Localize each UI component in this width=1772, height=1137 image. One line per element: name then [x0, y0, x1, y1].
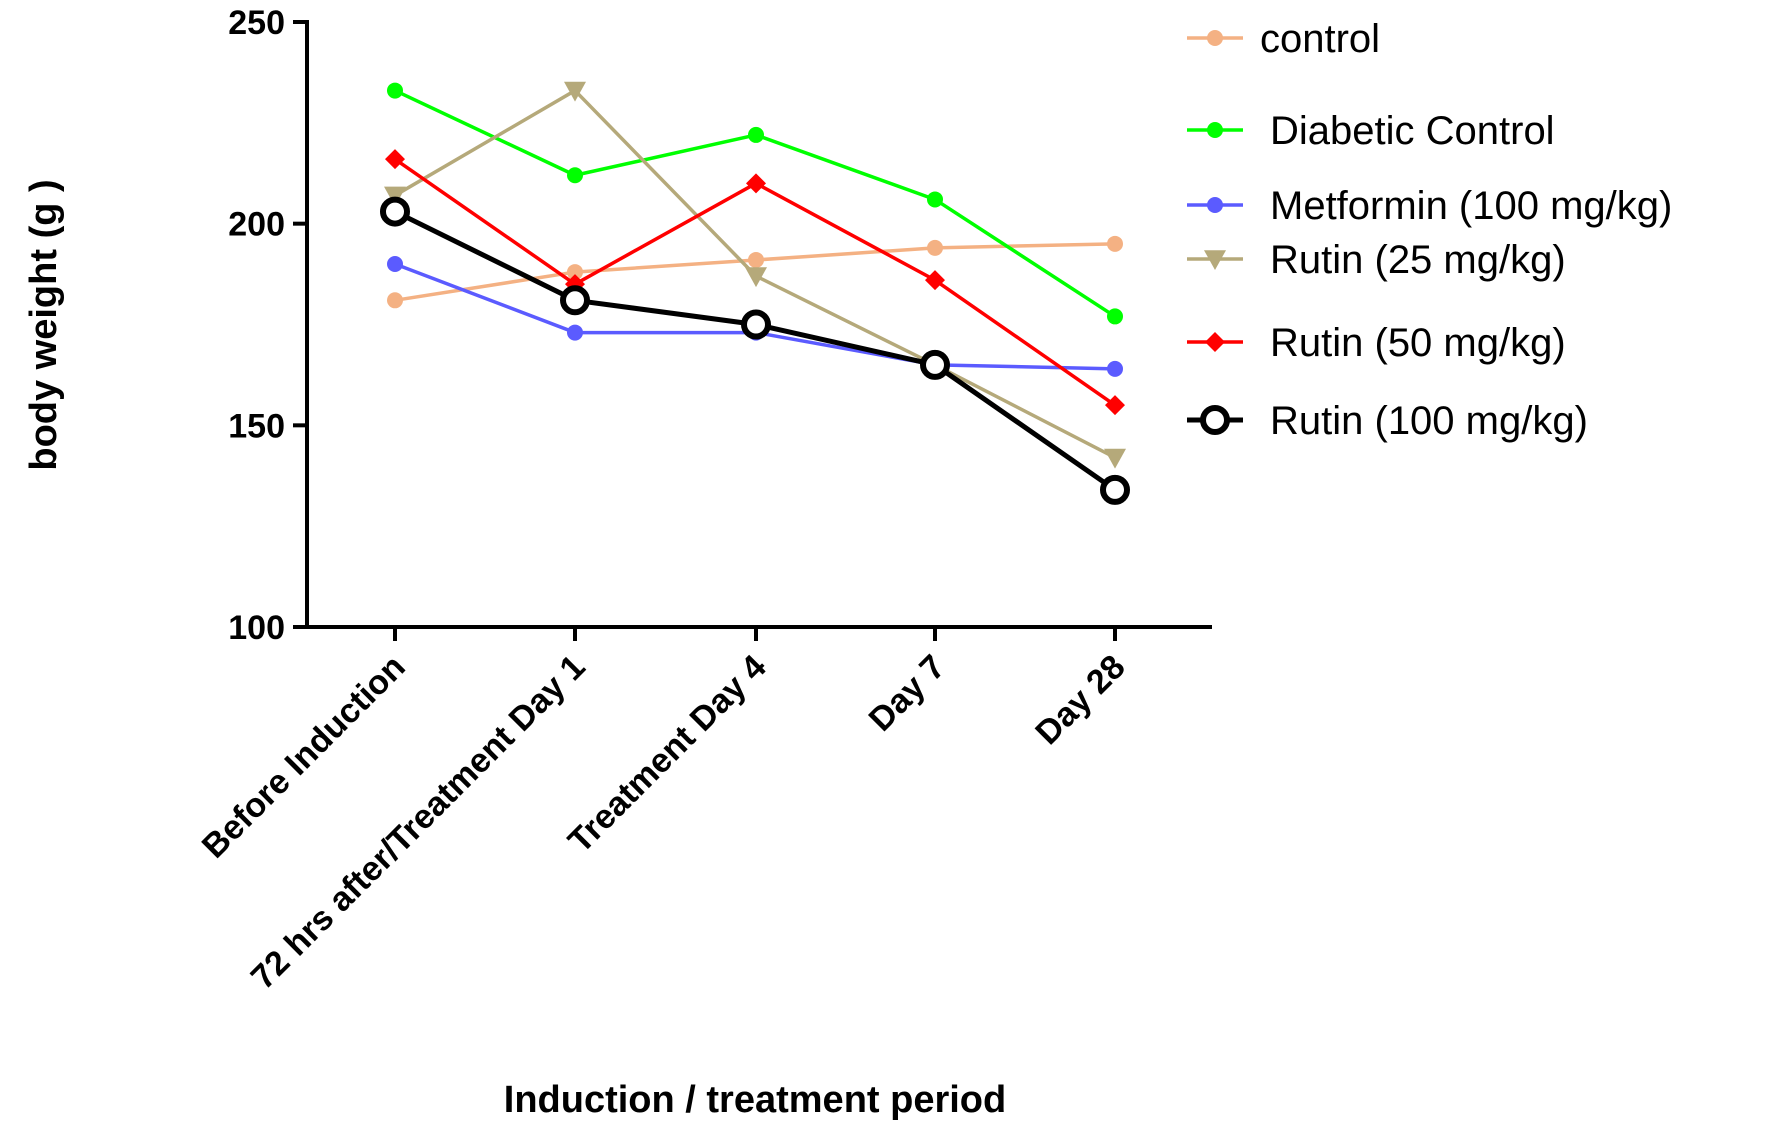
legend-item-control: control [1187, 17, 1380, 61]
data-point-control [387, 292, 403, 309]
data-point-rutin-25-mg-kg [745, 267, 767, 288]
data-point-rutin-100-mg-kg [560, 285, 590, 316]
data-point-metformin-100-mg-kg [387, 256, 403, 272]
legend-item-diabetic-control: Diabetic Control [1187, 109, 1555, 153]
x-tick-label: Day 28 [1028, 648, 1132, 752]
legend-item-metformin-100-mg-kg: Metformin (100 mg/kg) [1187, 184, 1672, 228]
y-tick-label: 200 [228, 206, 285, 244]
y-tick-label: 250 [228, 4, 285, 42]
data-point-control [748, 251, 764, 268]
data-point-diabetic-control [748, 126, 764, 143]
y-axis-title: body weight (g ) [23, 179, 65, 470]
legend-label: Rutin (25 mg/kg) [1270, 238, 1566, 282]
x-axis-title: Induction / treatment period [504, 1079, 1006, 1121]
data-point-rutin-25-mg-kg [1104, 448, 1126, 469]
x-tick-label: Treatment Day 4 [561, 648, 774, 861]
data-point-rutin-100-mg-kg [380, 196, 410, 227]
x-tick-label: Day 7 [862, 648, 953, 739]
data-point-diabetic-control [567, 167, 583, 184]
series-rutin-50-mg-kg [385, 149, 1125, 416]
data-point-diabetic-control [927, 191, 943, 208]
legend-marker [1204, 250, 1226, 270]
y-tick-label: 100 [228, 609, 285, 647]
legend-label: Rutin (100 mg/kg) [1270, 399, 1588, 443]
data-point-rutin-100-mg-kg [741, 309, 771, 340]
data-point-metformin-100-mg-kg [567, 324, 583, 341]
data-point-rutin-50-mg-kg [746, 173, 766, 194]
legend-label: control [1260, 17, 1380, 61]
data-point-rutin-100-mg-kg [920, 349, 950, 380]
data-point-rutin-50-mg-kg [925, 270, 945, 291]
legend-marker [1200, 405, 1230, 435]
data-point-diabetic-control [387, 82, 403, 99]
legend-item-rutin-25-mg-kg: Rutin (25 mg/kg) [1187, 238, 1566, 282]
x-tick-label: 72 hrs after/Treatment Day 1 [244, 648, 593, 997]
data-point-diabetic-control [1107, 308, 1123, 325]
data-point-rutin-25-mg-kg [384, 186, 406, 207]
data-point-rutin-50-mg-kg [1105, 395, 1125, 416]
data-point-control [927, 239, 943, 256]
data-point-rutin-100-mg-kg [1100, 474, 1130, 505]
data-point-rutin-50-mg-kg [385, 149, 405, 170]
legend-label: Diabetic Control [1270, 109, 1555, 153]
data-point-control [1107, 235, 1123, 252]
legend-item-rutin-50-mg-kg: Rutin (50 mg/kg) [1187, 321, 1566, 365]
legend: control Diabetic Control Metformin (100 mg… [1187, 17, 1672, 443]
series-diabetic-control [387, 82, 1123, 325]
legend-label: Rutin (50 mg/kg) [1270, 321, 1566, 365]
series-layer [380, 81, 1130, 505]
data-point-rutin-25-mg-kg [564, 81, 586, 102]
legend-marker [1207, 30, 1223, 46]
series-rutin-100-mg-kg [380, 196, 1130, 505]
legend-marker [1207, 122, 1223, 138]
legend-item-rutin-100-mg-kg: Rutin (100 mg/kg) [1187, 399, 1588, 443]
legend-marker [1207, 197, 1223, 213]
series-control [387, 235, 1123, 309]
legend-label: Metformin (100 mg/kg) [1270, 184, 1672, 228]
legend-marker [1205, 332, 1225, 352]
y-tick-label: 150 [228, 407, 285, 445]
data-point-control [567, 264, 583, 281]
data-point-metformin-100-mg-kg [1107, 360, 1123, 377]
